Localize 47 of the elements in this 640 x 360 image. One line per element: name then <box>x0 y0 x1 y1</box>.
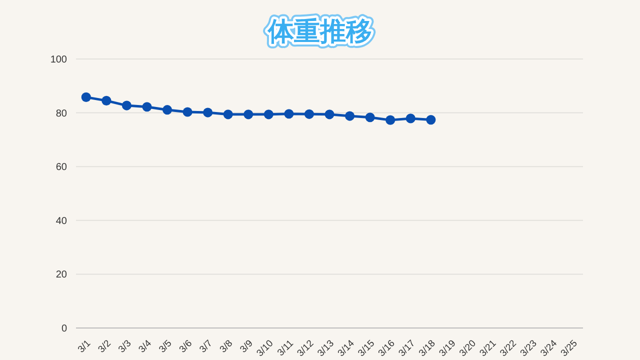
x-tick-label: 3/10 <box>254 338 276 359</box>
x-tick-label: 3/13 <box>316 338 336 359</box>
x-tick-label: 3/4 <box>136 338 154 356</box>
x-tick-label: 3/9 <box>238 338 256 356</box>
x-tick-label: 3/24 <box>538 338 560 359</box>
point <box>264 110 274 120</box>
y-tick-label: 60 <box>56 162 68 174</box>
point <box>102 96 112 106</box>
y-tick-label: 100 <box>50 54 68 66</box>
point <box>324 110 334 120</box>
point <box>344 111 355 121</box>
x-tick-label: 3/11 <box>275 338 296 358</box>
point <box>304 109 314 119</box>
point <box>223 110 233 120</box>
y-tick-label: 80 <box>56 108 68 120</box>
point <box>182 107 192 117</box>
x-tick-label: 3/21 <box>478 338 499 359</box>
x-tick-label: 3/8 <box>218 338 235 356</box>
point <box>81 92 91 102</box>
point <box>244 110 254 120</box>
x-tick-label: 3/20 <box>458 338 478 359</box>
x-tick-label: 3/6 <box>177 338 194 356</box>
x-tick-label: 3/3 <box>116 338 134 356</box>
point <box>426 114 436 125</box>
x-tick-label: 3/18 <box>416 338 438 359</box>
x-tick-label: 3/12 <box>295 338 316 359</box>
x-tick-label: 3/23 <box>518 338 540 359</box>
x-tick-label: 3/7 <box>198 338 215 356</box>
point <box>162 105 172 115</box>
point <box>406 114 416 124</box>
x-tick-label: 3/14 <box>336 338 357 359</box>
x-tick-label: 3/1 <box>76 338 94 356</box>
x-tick-label: 3/2 <box>96 338 114 356</box>
x-tick-label: 3/19 <box>437 338 458 359</box>
point <box>365 112 375 122</box>
point <box>203 108 213 118</box>
y-tick-label: 20 <box>56 270 68 281</box>
x-tick-label: 3/22 <box>498 338 519 359</box>
y-tick-label: 40 <box>56 216 68 227</box>
y-tick-label: 0 <box>61 324 68 334</box>
x-tick-label: 3/5 <box>157 338 174 356</box>
point <box>284 109 294 119</box>
point <box>142 102 152 112</box>
point <box>386 115 396 125</box>
x-tick-label: 3/16 <box>376 338 398 359</box>
point <box>122 100 132 110</box>
title: 体重推移 <box>268 16 372 46</box>
